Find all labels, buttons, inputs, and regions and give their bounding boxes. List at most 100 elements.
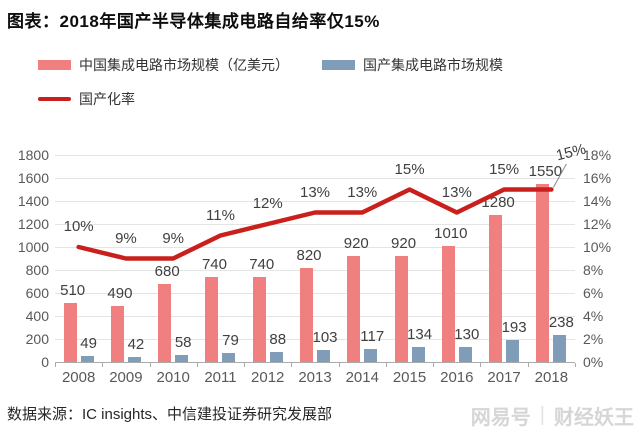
right-axis-tick: 14% — [583, 193, 612, 209]
domestic-bar-value-label: 79 — [222, 331, 239, 349]
rate-point-label: 13% — [441, 183, 472, 201]
domestic-bar-value-label: 193 — [501, 318, 527, 336]
china-bar-value-label: 1550 — [528, 162, 563, 180]
domestic-market-legend-swatch — [322, 60, 355, 70]
left-axis-tick: 600 — [25, 285, 49, 301]
x-axis-label: 2014 — [345, 369, 379, 386]
rate-point-label: 9% — [115, 229, 137, 247]
localization-rate-legend-swatch — [38, 97, 71, 101]
china-market-bar — [63, 303, 77, 362]
left-axis-tick: 800 — [25, 262, 49, 278]
x-axis-label: 2016 — [440, 369, 474, 386]
rate-point-label: 13% — [347, 183, 378, 201]
right-axis-tick: 8% — [583, 262, 604, 278]
right-axis-tick: 18% — [583, 147, 612, 163]
china-bar-value-label: 510 — [60, 282, 86, 300]
china-market-bar — [489, 214, 503, 362]
x-axis-tick-mark — [575, 363, 576, 367]
localization-rate-legend-label: 国产化率 — [79, 91, 135, 107]
left-axis-tick: 1200 — [17, 216, 49, 232]
china-market-bar — [441, 245, 455, 362]
china-market-bar — [394, 256, 408, 362]
x-axis-tick-mark — [149, 363, 151, 367]
domestic-bar-value-label: 117 — [360, 327, 385, 345]
domestic-bar-value-label: 58 — [174, 334, 192, 352]
domestic-market-bar — [80, 356, 94, 362]
domestic-market-bar — [411, 346, 425, 362]
domestic-bar-value-label: 238 — [548, 313, 574, 331]
gridline — [55, 155, 575, 156]
china-bar-value-label: 740 — [249, 255, 275, 273]
china-bar-value-label: 920 — [343, 235, 369, 253]
left-axis-tick: 400 — [25, 308, 49, 324]
domestic-bar-value-label: 134 — [407, 325, 433, 343]
gridline — [55, 178, 575, 179]
domestic-bar-value-label: 42 — [127, 336, 145, 354]
x-axis-tick-mark — [433, 363, 435, 367]
domestic-market-bar — [553, 334, 567, 362]
left-axis-tick: 1000 — [17, 239, 49, 255]
right-axis-tick: 10% — [583, 239, 612, 255]
x-axis-label: 2015 — [392, 369, 427, 386]
watermark-author: 财经妖王 — [554, 407, 634, 429]
data-source-text: 数据来源：IC insights、中信建投证券研究发展部 — [7, 406, 333, 423]
watermark-brand-logo: 网易号 — [470, 407, 531, 429]
china-market-bar — [205, 276, 219, 362]
domestic-market-bar — [222, 352, 236, 362]
rate-point-label: 13% — [299, 183, 331, 201]
china-bar-value-label: 1280 — [481, 193, 515, 211]
rate-point-label: 15% — [394, 160, 425, 178]
x-axis-label: 2013 — [298, 369, 332, 386]
domestic-market-bar — [506, 339, 520, 362]
domestic-market-bar — [269, 351, 283, 362]
x-axis-tick-mark — [55, 363, 56, 367]
x-axis-label: 2008 — [61, 369, 96, 386]
x-axis-tick-mark — [385, 363, 387, 367]
legend-item-localization-rate: 国产化率 — [38, 89, 135, 109]
x-axis-label: 2009 — [109, 369, 143, 386]
china-bar-value-label: 740 — [201, 255, 227, 273]
x-axis-tick-mark — [338, 363, 340, 367]
page-title: 图表：2018年国产半导体集成电路自给率仅15% — [7, 12, 380, 31]
domestic-market-bar — [127, 357, 141, 362]
china-bar-value-label: 820 — [296, 246, 322, 264]
left-axis-tick: 200 — [25, 331, 49, 347]
gridline — [55, 316, 575, 317]
china-bar-value-label: 1010 — [434, 224, 468, 242]
watermark-separator: | — [539, 404, 545, 426]
x-axis-tick-mark — [244, 363, 246, 367]
china-market-bar — [110, 305, 124, 362]
left-axis-tick: 1400 — [17, 193, 49, 209]
left-axis-tick: 1800 — [17, 147, 49, 163]
domestic-bar-value-label: 130 — [454, 326, 480, 344]
x-axis-tick-mark — [291, 363, 293, 367]
china-bar-value-label: 680 — [154, 262, 180, 280]
gridline — [55, 293, 575, 294]
gridline — [55, 339, 575, 340]
x-axis-tick-mark — [480, 363, 482, 367]
rate-point-label: 15% — [489, 160, 520, 178]
domestic-market-bar — [364, 348, 378, 362]
right-axis-tick: 6% — [583, 285, 604, 301]
china-market-bar — [347, 256, 361, 362]
domestic-market-legend-label: 国产集成电路市场规模 — [363, 57, 503, 73]
x-axis-tick-mark — [527, 363, 529, 367]
x-axis-label: 2018 — [534, 369, 569, 386]
domestic-market-bar — [458, 347, 472, 362]
right-axis-tick: 2% — [583, 331, 604, 347]
domestic-market-bar — [175, 355, 189, 362]
china-bar-value-label: 490 — [107, 284, 133, 302]
right-axis-tick: 0% — [583, 354, 604, 370]
legend-item-domestic-market: 国产集成电路市场规模 — [322, 55, 503, 75]
right-axis-tick: 4% — [583, 308, 604, 324]
domestic-bar-value-label: 49 — [80, 335, 97, 353]
rate-point-label: 10% — [63, 218, 94, 235]
rate-point-label: 9% — [162, 229, 185, 247]
domestic-bar-value-label: 103 — [312, 329, 338, 347]
x-axis-label: 2017 — [487, 369, 521, 386]
china-bar-value-label: 920 — [391, 235, 417, 253]
right-axis-tick: 12% — [583, 216, 612, 232]
china-market-bar — [252, 276, 266, 362]
x-axis-label: 2010 — [156, 369, 190, 386]
china-market-legend-label: 中国集成电路市场规模（亿美元） — [79, 57, 289, 73]
